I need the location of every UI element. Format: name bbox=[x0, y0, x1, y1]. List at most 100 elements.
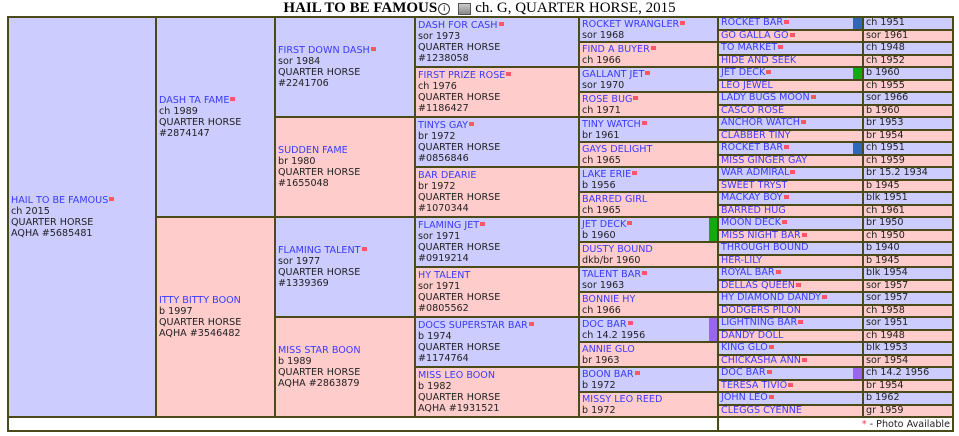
horse-name-link[interactable]: ANCHOR WATCH bbox=[721, 117, 800, 128]
photo-available-icon[interactable] bbox=[230, 97, 236, 101]
horse-name-link[interactable]: DOC BAR bbox=[582, 318, 627, 330]
horse-name-link[interactable]: TINY WATCH bbox=[582, 118, 641, 130]
horse-name-link[interactable]: DOCS SUPERSTAR BAR bbox=[418, 320, 528, 331]
photo-available-icon[interactable] bbox=[361, 247, 367, 251]
photo-available-icon[interactable] bbox=[768, 345, 774, 349]
horse-name-link[interactable]: TINYS GAY bbox=[418, 120, 468, 131]
photo-available-icon[interactable] bbox=[788, 382, 794, 387]
horse-name-link[interactable]: ITTY BITTY BOON bbox=[159, 295, 241, 306]
horse-name-link[interactable]: LAKE ERIE bbox=[582, 168, 632, 180]
horse-name-link[interactable]: WAR ADMIRAL bbox=[721, 167, 790, 178]
photo-available-icon[interactable] bbox=[632, 170, 638, 175]
photo-available-icon[interactable] bbox=[627, 320, 633, 325]
photo-available-icon[interactable] bbox=[784, 145, 789, 149]
horse-name-link[interactable]: BAR DEARIE bbox=[418, 170, 477, 181]
horse-name-link[interactable]: HY DIAMOND DANDY bbox=[721, 292, 822, 303]
horse-name-link[interactable]: ROSE BUG bbox=[582, 93, 633, 105]
photo-available-icon[interactable] bbox=[506, 72, 512, 76]
horse-name-link[interactable]: CLEGGS CYENNE bbox=[721, 404, 802, 416]
photo-available-icon[interactable] bbox=[641, 270, 647, 275]
horse-name-link[interactable]: SUDDEN FAME bbox=[278, 145, 348, 156]
photo-available-icon[interactable] bbox=[775, 270, 781, 274]
photo-available-icon[interactable] bbox=[109, 197, 115, 201]
horse-name-link[interactable]: LIGHTNING BAR bbox=[721, 317, 798, 328]
horse-name-link[interactable]: HER-LILY bbox=[721, 254, 763, 266]
horse-name-link[interactable]: KING GLO bbox=[721, 342, 768, 353]
horse-name-link[interactable]: TO MARKET bbox=[721, 42, 778, 53]
horse-name-link[interactable]: JET DECK bbox=[721, 67, 766, 78]
horse-name-link[interactable]: MISS GINGER GAY bbox=[721, 154, 808, 166]
horse-name-link[interactable]: DANDY DOLL bbox=[721, 329, 784, 341]
horse-name-link[interactable]: ROYAL BAR bbox=[721, 267, 775, 278]
photo-available-icon[interactable] bbox=[480, 222, 486, 226]
horse-name-link[interactable]: TALENT BAR bbox=[582, 268, 641, 280]
horse-name-link[interactable]: DOC BAR bbox=[721, 367, 766, 378]
horse-name-link[interactable]: GO GALLA GO bbox=[721, 29, 789, 41]
photo-available-icon[interactable] bbox=[641, 120, 647, 125]
photo-available-icon[interactable] bbox=[778, 45, 784, 49]
horse-name-link[interactable]: MISS NIGHT BAR bbox=[721, 229, 801, 241]
horse-name-link[interactable]: BARRED HUG bbox=[721, 204, 786, 216]
horse-name-link[interactable]: TERESA TIVIO bbox=[721, 379, 788, 391]
horse-name-link[interactable]: DASH TA FAME bbox=[159, 95, 230, 106]
photo-available-icon[interactable] bbox=[528, 322, 534, 326]
horse-name-link[interactable]: DASH FOR CASH bbox=[418, 20, 498, 31]
horse-name-link[interactable]: FIRST PRIZE ROSE bbox=[418, 70, 506, 81]
photo-available-icon[interactable] bbox=[645, 70, 651, 75]
photo-available-icon[interactable] bbox=[766, 370, 772, 374]
photo-icon[interactable] bbox=[458, 2, 472, 15]
photo-available-icon[interactable] bbox=[468, 122, 474, 126]
horse-name-link[interactable]: LEO JEWEL bbox=[721, 79, 773, 91]
horse-name-link[interactable]: CHICKASHA ANN bbox=[721, 354, 801, 366]
photo-available-icon[interactable] bbox=[782, 220, 788, 224]
horse-name-link[interactable]: DUSTY BOUND bbox=[582, 243, 653, 255]
photo-available-icon[interactable] bbox=[370, 47, 376, 51]
horse-name-link[interactable]: MACKAY BOY bbox=[721, 192, 783, 203]
photo-available-icon[interactable] bbox=[768, 395, 774, 399]
photo-available-icon[interactable] bbox=[783, 195, 789, 199]
horse-name-link[interactable]: JET DECK bbox=[582, 218, 627, 230]
horse-name-link[interactable]: ROCKET WRANGLER bbox=[582, 18, 680, 30]
photo-available-icon[interactable] bbox=[790, 170, 796, 174]
horse-name-link[interactable]: HY TALENT bbox=[418, 270, 471, 281]
horse-name-link[interactable]: HAIL TO BE FAMOUS bbox=[11, 195, 109, 206]
horse-name-link[interactable]: THROUGH BOUND bbox=[721, 242, 809, 253]
photo-available-icon[interactable] bbox=[627, 220, 633, 225]
horse-name-link[interactable]: JOHN LEO bbox=[721, 392, 768, 403]
horse-name-link[interactable]: GALLANT JET bbox=[582, 68, 645, 80]
horse-name-link[interactable]: ROCKET BAR bbox=[721, 17, 783, 28]
photo-available-icon[interactable] bbox=[650, 45, 656, 50]
horse-name-link[interactable]: MISS LEO BOON bbox=[418, 370, 496, 381]
info-icon[interactable]: i bbox=[438, 2, 451, 15]
horse-name-link[interactable]: FLAMING TALENT bbox=[278, 245, 361, 256]
horse-name-link[interactable]: MOON DECK bbox=[721, 217, 782, 228]
horse-name-link[interactable]: MISS STAR BOON bbox=[278, 345, 361, 356]
horse-name-link[interactable]: BOON BAR bbox=[582, 368, 634, 380]
horse-name-link[interactable]: FIND A BUYER bbox=[582, 43, 650, 55]
photo-available-icon[interactable] bbox=[798, 320, 804, 324]
horse-name-link[interactable]: LADY BUGS MOON bbox=[721, 92, 810, 103]
photo-available-icon[interactable] bbox=[680, 20, 686, 25]
photo-available-icon[interactable] bbox=[633, 95, 639, 100]
horse-name-link[interactable]: CASCO ROSE bbox=[721, 104, 785, 116]
horse-name-link[interactable]: ROCKET BAR bbox=[721, 142, 783, 153]
horse-name-link[interactable]: MISSY LEO REED bbox=[582, 393, 663, 405]
photo-available-icon[interactable] bbox=[801, 357, 807, 362]
photo-available-icon[interactable] bbox=[810, 95, 816, 99]
photo-available-icon[interactable] bbox=[634, 370, 640, 375]
horse-name-link[interactable]: CLABBER TINY bbox=[721, 129, 791, 141]
photo-available-icon[interactable] bbox=[766, 70, 772, 74]
horse-name-link[interactable]: ANNIE GLO bbox=[582, 343, 635, 355]
horse-name-link[interactable]: DODGERS PILON bbox=[721, 304, 801, 316]
photo-available-icon[interactable] bbox=[801, 232, 807, 237]
horse-name-link[interactable]: FIRST DOWN DASH bbox=[278, 45, 370, 56]
photo-available-icon[interactable] bbox=[795, 282, 801, 287]
photo-available-icon[interactable] bbox=[784, 20, 789, 24]
photo-available-icon[interactable] bbox=[498, 22, 504, 26]
horse-name-link[interactable]: BARRED GIRL bbox=[582, 193, 648, 205]
horse-name-link[interactable]: FLAMING JET bbox=[418, 220, 480, 231]
horse-name-link[interactable]: BONNIE HY bbox=[582, 293, 636, 305]
horse-name-link[interactable]: DELLAS QUEEN bbox=[721, 279, 795, 291]
horse-name-link[interactable]: HIDE AND SEEK bbox=[721, 54, 797, 66]
photo-available-icon[interactable] bbox=[800, 120, 806, 124]
